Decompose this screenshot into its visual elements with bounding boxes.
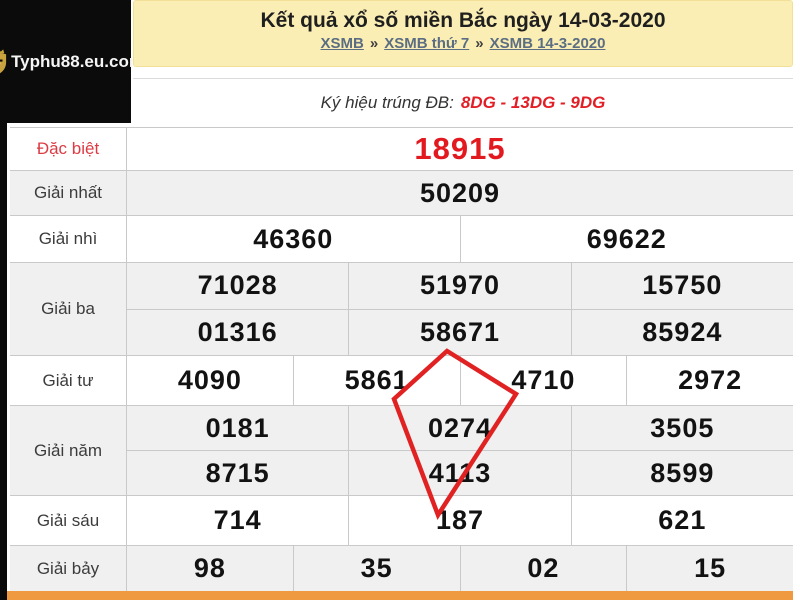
breadcrumb-separator: » — [475, 35, 484, 52]
prize-cell: 15750 — [570, 263, 793, 309]
breadcrumb-link-xsmb-date[interactable]: XSMB 14-3-2020 — [489, 35, 606, 52]
prize-cell: 58671 — [348, 309, 570, 355]
breadcrumb: XSMB » XSMB thứ 7 » XSMB 14-3-2020 — [134, 35, 792, 52]
result-header: Kết quả xổ số miền Bắc ngày 14-03-2020 X… — [133, 0, 793, 67]
prize-row-values: 50209 — [127, 171, 793, 215]
prize-row-label: Giải nhì — [10, 216, 127, 262]
prize-cell: 15 — [626, 546, 793, 591]
prize-cell: 71028 — [197, 270, 278, 301]
prize-row-values: 98 35 02 15 — [127, 546, 793, 591]
prize-row-0: Đặc biệt 18915 — [10, 128, 793, 171]
prize-row-values: 0181 0274 3505 8715 4113 8599 — [127, 406, 793, 495]
prize-line: 0181 0274 3505 — [127, 406, 793, 450]
prize-cell: 3505 — [570, 406, 793, 450]
prize-cell: 8715 — [205, 457, 270, 488]
prize-row-label: Giải bảy — [10, 546, 127, 591]
page-title: Kết quả xổ số miền Bắc ngày 14-03-2020 — [260, 9, 666, 32]
prize-row-label: Giải ba — [10, 263, 127, 355]
prize-row-values: 714 187 621 — [127, 496, 793, 545]
prize-row-4: Giải tư 4090 5861 4710 2972 — [10, 356, 793, 406]
prize-cell: 85924 — [570, 309, 793, 355]
breadcrumb-link-xsmb-thu-7[interactable]: XSMB thứ 7 — [384, 35, 470, 52]
prize-row-label: Đặc biệt — [10, 128, 127, 170]
prize-row-label: Giải năm — [10, 406, 127, 495]
page-left-dark-edge — [0, 0, 7, 600]
prize-line: 46360 69622 — [127, 216, 793, 262]
prize-row-7: Giải bảy 98 35 02 15 — [10, 546, 793, 592]
breadcrumb-separator: » — [369, 35, 379, 52]
prize-cell: 51970 — [348, 263, 570, 309]
prize-line: 714 187 621 — [127, 496, 793, 545]
logo-text: Typhu88.eu.com — [11, 51, 144, 71]
shield-crown-icon — [0, 48, 9, 75]
prize-cell: 621 — [570, 496, 793, 545]
prize-row-6: Giải sáu 714 187 621 — [10, 496, 793, 546]
prize-cell: 4113 — [348, 451, 570, 495]
prize-row-3: Giải ba 71028 51970 15750 01316 58671 85924 — [10, 263, 793, 356]
prize-cell: 0181 — [205, 412, 270, 443]
prize-line: 98 35 02 15 — [127, 546, 793, 591]
prize-cell: 8599 — [570, 451, 793, 495]
bottom-orange-divider — [7, 591, 793, 600]
prize-row-label: Giải nhất — [10, 171, 127, 215]
prize-cell: 98 — [193, 553, 226, 583]
prize-cell: 4710 — [459, 356, 627, 405]
prize-line: 01316 58671 85924 — [127, 308, 793, 355]
prize-cell: 5861 — [292, 356, 460, 405]
prize-cell: 35 — [292, 546, 460, 591]
prize-row-values: 18915 — [127, 128, 793, 170]
prize-line: 18915 — [127, 128, 793, 170]
prize-row-label: Giải tư — [10, 356, 127, 405]
symbol-value: 8DG - 13DG - 9DG — [460, 93, 606, 112]
prize-line: 4090 5861 4710 2972 — [127, 356, 793, 405]
prize-cell: 187 — [348, 496, 570, 545]
special-prize-symbol-row: Ký hiệu trúng ĐB: 8DG - 13DG - 9DG — [133, 78, 793, 127]
prize-line: 50209 — [127, 171, 793, 215]
prize-cell: 0274 — [348, 406, 570, 450]
prize-row-2: Giải nhì 46360 69622 — [10, 216, 793, 263]
prize-row-1: Giải nhất 50209 — [10, 171, 793, 216]
prize-cell: 50209 — [419, 177, 501, 208]
symbol-label: Ký hiệu trúng ĐB: — [320, 93, 454, 112]
prize-row-values: 4090 5861 4710 2972 — [127, 356, 793, 405]
prize-cell: 01316 — [197, 316, 278, 347]
results-table: Đặc biệt 18915 Giải nhất 50209 Giải nhì 46360… — [10, 127, 793, 592]
prize-row-5: Giải năm 0181 0274 3505 8715 4113 8599 — [10, 406, 793, 496]
prize-cell: 02 — [459, 546, 627, 591]
prize-cell: 69622 — [459, 216, 794, 262]
prize-row-values: 46360 69622 — [127, 216, 793, 262]
prize-row-label: Giải sáu — [10, 496, 127, 545]
prize-line: 8715 4113 8599 — [127, 450, 793, 495]
prize-cell: 714 — [213, 505, 262, 535]
site-logo[interactable]: Typhu88.eu.com — [0, 0, 144, 123]
prize-cell: 2972 — [626, 356, 793, 405]
prize-cell: 46360 — [253, 223, 334, 254]
prize-cell: 18915 — [414, 131, 506, 166]
prize-row-values: 71028 51970 15750 01316 58671 85924 — [127, 263, 793, 355]
prize-line: 71028 51970 15750 — [127, 263, 793, 309]
prize-cell: 4090 — [177, 365, 242, 395]
breadcrumb-link-xsmb[interactable]: XSMB — [320, 35, 364, 52]
